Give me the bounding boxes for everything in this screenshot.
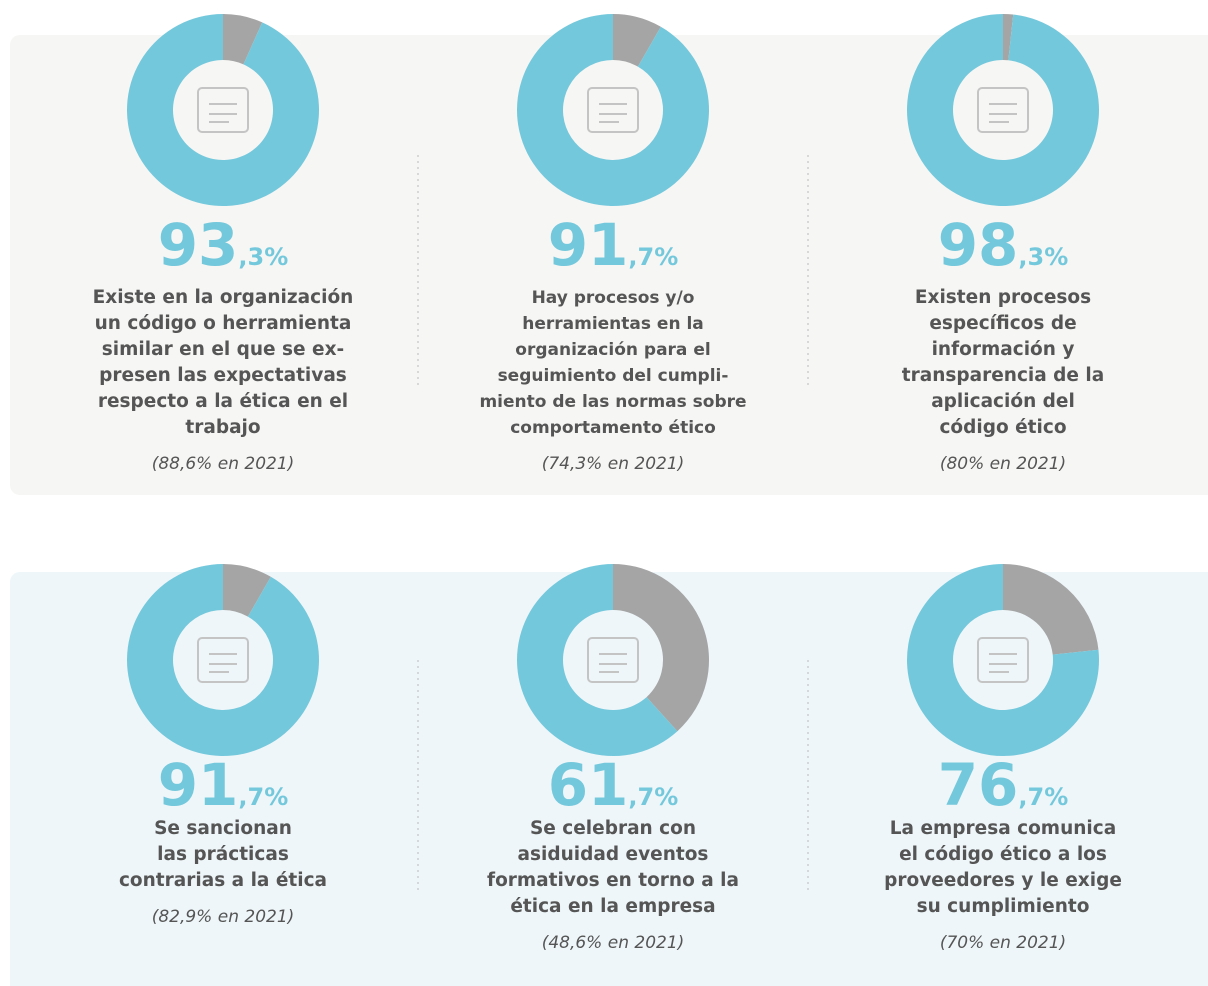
icon: [197, 637, 249, 683]
remainder-segment: [1003, 14, 1014, 61]
donut-card: 98,3% Existen procesos específicos de infor…: [902, 14, 1105, 474]
description-line: respecto a la ética en el: [98, 391, 348, 412]
value-major: 93: [158, 211, 239, 279]
icon: [977, 637, 1029, 683]
description-line: comportamento ético: [510, 418, 716, 438]
description-line: similar en el que se ex-: [102, 339, 344, 360]
icon: [197, 87, 249, 133]
description-line: aplicación del: [931, 391, 1075, 412]
note: (82,9% en 2021): [152, 907, 295, 927]
value-minor: ,7%: [628, 783, 678, 811]
remainder-segment: [613, 564, 710, 732]
value-major: 76: [938, 751, 1019, 819]
icon: [977, 87, 1029, 133]
value-label: 61,7%: [548, 751, 679, 819]
description-line: las prácticas: [157, 844, 289, 865]
description-line: formativos en torno a la: [487, 870, 739, 891]
value-minor: ,3%: [238, 243, 288, 271]
description-line: su cumplimiento: [917, 896, 1090, 917]
description-line: Existen procesos: [915, 287, 1091, 308]
description-line: Existe en la organización: [93, 287, 354, 308]
value-minor: ,7%: [628, 243, 678, 271]
description-line: organización para el: [515, 340, 710, 360]
value-label: 98,3%: [938, 211, 1069, 279]
value-minor: ,7%: [1018, 783, 1068, 811]
description-line: específicos de: [929, 313, 1076, 334]
description-line: Se sancionan: [154, 818, 292, 839]
description-line: trabajo: [185, 417, 260, 438]
description-line: presen las expectativas: [99, 365, 347, 386]
icon: [587, 87, 639, 133]
value-segment: [516, 14, 709, 207]
description-line: Se celebran con: [530, 818, 696, 839]
note: (70% en 2021): [940, 933, 1066, 953]
description-line: miento de las normas sobre: [479, 392, 746, 412]
value-label: 76,7%: [938, 751, 1069, 819]
description-line: transparencia de la: [902, 365, 1105, 386]
description-line: código ético: [939, 417, 1066, 438]
note: (88,6% en 2021): [152, 454, 295, 474]
note: (80% en 2021): [940, 454, 1066, 474]
value-segment: [907, 14, 1099, 206]
value-major: 91: [548, 211, 629, 279]
description-line: información y: [932, 339, 1075, 360]
donut-card: 91,7% Hay procesos y/o herramientas en la o…: [479, 14, 747, 474]
description-line: Hay procesos y/o: [532, 288, 695, 308]
value-major: 98: [938, 211, 1019, 279]
value-segment: [127, 14, 320, 206]
description-line: el código ético a los: [899, 844, 1107, 865]
icon: [587, 637, 639, 683]
value-minor: ,7%: [238, 783, 288, 811]
value-minor: ,3%: [1018, 243, 1068, 271]
remainder-segment: [223, 564, 271, 617]
description-line: proveedores y le exige: [884, 870, 1122, 891]
description-line: asiduidad eventos: [518, 844, 709, 865]
description-line: un código o herramienta: [95, 313, 352, 334]
remainder-segment: [613, 14, 661, 67]
value-label: 93,3%: [158, 211, 289, 279]
description-line: ética en la empresa: [510, 896, 715, 917]
remainder-segment: [223, 14, 263, 65]
description-line: seguimiento del cumpli-: [498, 366, 729, 386]
value-segment: [517, 564, 678, 756]
value-label: 91,7%: [158, 751, 289, 819]
description-line: La empresa comunica: [890, 818, 1116, 839]
donut-card: 93,3% Existe en la organización un código …: [93, 14, 354, 474]
description-line: herramientas en la: [522, 314, 704, 334]
value-label: 91,7%: [548, 211, 679, 279]
note: (74,3% en 2021): [542, 454, 685, 474]
description-line: contrarias a la ética: [119, 870, 327, 891]
value-segment: [907, 564, 1099, 756]
remainder-segment: [1003, 564, 1099, 655]
value-major: 91: [158, 751, 239, 819]
value-major: 61: [548, 751, 629, 819]
note: (48,6% en 2021): [542, 933, 685, 953]
value-segment: [126, 564, 319, 756]
